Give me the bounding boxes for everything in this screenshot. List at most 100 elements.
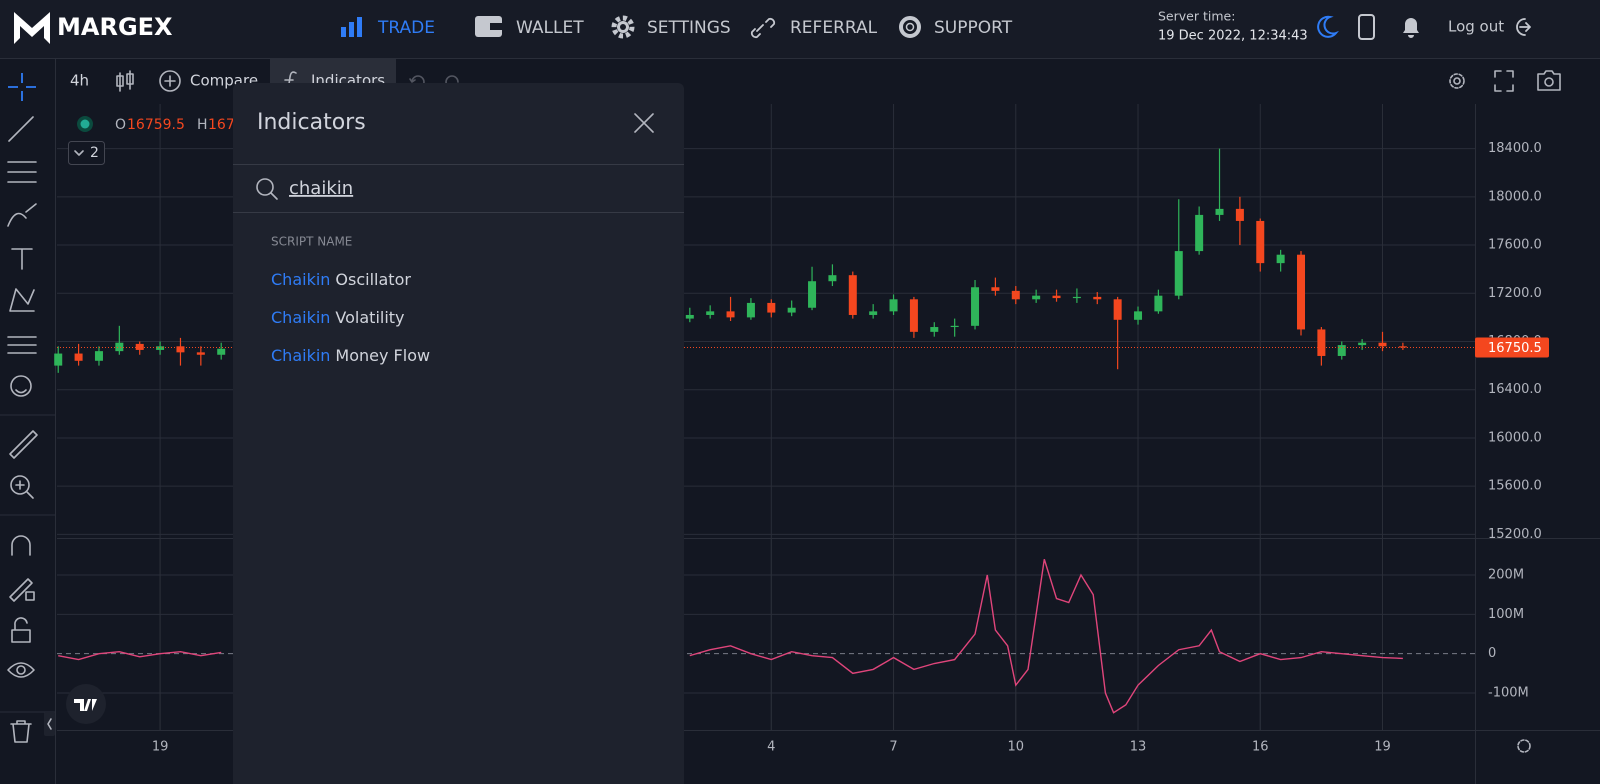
candle-body (808, 281, 817, 308)
compare-icon (159, 70, 181, 92)
result-match: Chaikin (271, 270, 330, 289)
candle-body (746, 302, 755, 318)
logo-mark (14, 12, 50, 44)
result-match: Chaikin (271, 346, 330, 365)
lock-tool[interactable] (11, 617, 31, 643)
y-tick-label: 16000.0 (1488, 430, 1542, 445)
result-item[interactable]: Chaikin Money Flow (271, 346, 430, 365)
zoom-tool-plus (15, 480, 34, 499)
nav-support[interactable]: SUPPORT (899, 16, 1013, 38)
candle-body (848, 275, 857, 315)
chart-type-button[interactable] (116, 70, 134, 92)
legend-high-label: H (197, 117, 208, 133)
dialog-panel (233, 83, 684, 784)
legend-collapse-count: 2 (90, 145, 99, 161)
nav-referral[interactable]: REFERRAL (750, 17, 878, 39)
top-nav (0, 0, 1600, 58)
nav-item: WALLET (516, 18, 584, 38)
zoom-tool[interactable] (10, 475, 30, 495)
nav-icon (899, 16, 921, 38)
status-dot (80, 119, 90, 129)
trend-line-tool[interactable] (8, 116, 34, 142)
nav-icon (620, 24, 626, 30)
candle-body (971, 287, 980, 326)
candle-body (1215, 208, 1224, 215)
y-tick-label: 15200.0 (1488, 527, 1542, 542)
candle-body (196, 352, 205, 355)
magnet-tool[interactable] (11, 535, 31, 556)
text-tool[interactable] (11, 248, 33, 270)
candle-body (1297, 254, 1306, 330)
result-rest: Money Flow (335, 346, 430, 365)
screenshot-button[interactable] (1537, 70, 1561, 91)
nav-wallet[interactable]: WALLET (475, 16, 584, 38)
legend-collapse-button[interactable]: 2 (68, 141, 105, 165)
y-tick-label: 100M (1488, 607, 1524, 622)
nav-item: SUPPORT (934, 18, 1013, 38)
last-price-label: 16750.5 (1488, 341, 1542, 356)
candle-body (1113, 299, 1122, 320)
candle-body (115, 342, 124, 352)
logo[interactable]: MARGEX (14, 12, 173, 44)
candle-body (930, 327, 939, 332)
drawing-toolbar (0, 59, 55, 784)
server-time: 19 Dec 2022, 12:34:43 (1158, 29, 1308, 44)
visibility-tool-pupil (16, 665, 26, 675)
prediction-tool[interactable] (7, 336, 37, 354)
pattern-tool[interactable] (9, 288, 35, 312)
candle-body (1011, 290, 1020, 300)
x-tick-label: 4 (767, 740, 775, 755)
interval-button[interactable]: 4h (70, 72, 89, 90)
ruler-tool[interactable] (9, 430, 38, 459)
candle-body (1317, 329, 1326, 356)
result-rest: Oscillator (335, 270, 411, 289)
nav-trade[interactable]: TRADE (341, 17, 435, 38)
x-tick-label: 10 (1008, 740, 1025, 755)
axis-settings-button[interactable] (1517, 739, 1531, 753)
candle-body (828, 275, 837, 282)
logout-text: Log out (1448, 18, 1504, 36)
visibility-tool[interactable] (7, 662, 35, 678)
search-icon (270, 192, 278, 200)
tradingview-logo[interactable] (66, 684, 106, 724)
notifications-button[interactable] (1403, 18, 1419, 38)
mobile-app-button[interactable] (1358, 14, 1375, 40)
logout-button[interactable]: Log out (1448, 18, 1531, 36)
fullscreen-button[interactable] (1494, 70, 1514, 92)
y-tick-label: 18000.0 (1488, 189, 1542, 204)
nav-settings[interactable]: SETTINGS (611, 15, 731, 39)
fib-tool[interactable] (7, 161, 37, 183)
candle-body (135, 343, 144, 350)
compare-icon (164, 75, 176, 87)
legend-collapse-box (68, 141, 105, 165)
legend-open: 16759.5 (127, 117, 185, 133)
emoji-tool-mouth (15, 389, 27, 394)
candle-body (1235, 208, 1244, 221)
candle-body (909, 299, 918, 332)
chart-settings-button[interactable] (1449, 73, 1465, 89)
candle-body (1378, 342, 1387, 347)
candle-body (74, 353, 83, 361)
emoji-tool[interactable] (10, 375, 32, 397)
nav-icon (357, 17, 362, 37)
collapse-toolbar[interactable] (44, 712, 55, 736)
theme-toggle[interactable] (1317, 15, 1339, 38)
candle-body (767, 302, 776, 313)
indicators-dialog: Indicators chaikin SCRIPT NAME Chaikin Os… (233, 83, 684, 784)
collapse-icon (47, 718, 52, 730)
y-tick-label: 15600.0 (1488, 479, 1542, 494)
candle-body (889, 299, 898, 312)
result-item[interactable]: Chaikin Volatility (271, 308, 405, 327)
result-item[interactable]: Chaikin Oscillator (271, 270, 411, 289)
brush-tool[interactable] (7, 203, 37, 227)
delete-tool[interactable] (10, 720, 32, 743)
search-input[interactable]: chaikin (289, 178, 353, 199)
crosshair-tool[interactable] (8, 73, 36, 101)
dialog-title: Indicators (257, 110, 366, 135)
result-rest: Volatility (335, 308, 404, 327)
lock-drawings-tool[interactable] (9, 578, 35, 602)
x-tick-label: 19 (1374, 740, 1391, 755)
dialog-close[interactable] (634, 113, 654, 133)
candle-body (94, 351, 103, 361)
